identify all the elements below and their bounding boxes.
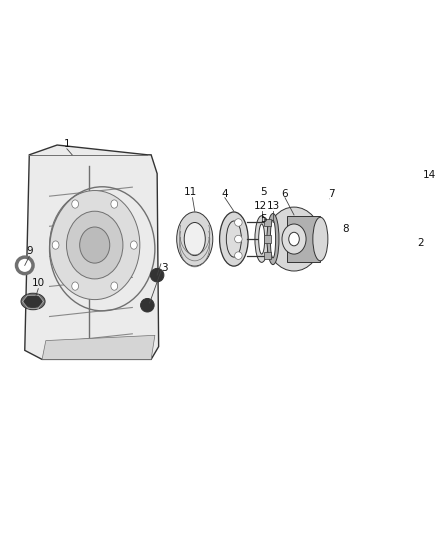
Bar (399, 298, 405, 305)
Ellipse shape (347, 247, 353, 259)
Ellipse shape (49, 190, 140, 300)
Bar (386, 175, 392, 182)
Text: 12: 12 (254, 201, 267, 211)
Text: 9: 9 (26, 246, 32, 256)
Ellipse shape (67, 211, 123, 279)
Bar (386, 232, 392, 239)
Bar (386, 288, 392, 295)
Bar (264, 252, 271, 260)
Ellipse shape (343, 241, 357, 264)
Ellipse shape (111, 282, 118, 290)
Ellipse shape (111, 200, 118, 208)
Circle shape (235, 252, 242, 260)
Text: 14: 14 (423, 170, 436, 180)
Ellipse shape (289, 232, 299, 246)
Ellipse shape (52, 241, 59, 249)
Bar (264, 235, 271, 243)
Bar (427, 223, 433, 230)
Ellipse shape (282, 224, 306, 254)
Bar (427, 261, 433, 267)
Circle shape (235, 219, 242, 227)
Text: 11: 11 (184, 188, 197, 197)
Ellipse shape (72, 282, 78, 290)
Ellipse shape (226, 221, 241, 257)
Bar (357, 232, 363, 239)
Text: 3: 3 (161, 263, 168, 272)
Ellipse shape (331, 227, 340, 263)
Bar (399, 185, 405, 192)
Ellipse shape (72, 200, 78, 208)
Text: 5: 5 (261, 214, 267, 224)
Ellipse shape (21, 293, 45, 310)
Ellipse shape (270, 220, 276, 258)
Text: 5: 5 (261, 188, 267, 197)
Ellipse shape (177, 212, 213, 266)
Text: 4: 4 (222, 189, 228, 199)
Ellipse shape (259, 224, 265, 254)
Ellipse shape (255, 216, 268, 262)
Bar (399, 261, 405, 267)
Bar (427, 279, 433, 286)
Ellipse shape (267, 207, 321, 271)
Ellipse shape (219, 212, 248, 266)
Polygon shape (42, 335, 155, 359)
Text: 6: 6 (282, 189, 288, 199)
Bar (357, 195, 363, 201)
Bar (264, 219, 271, 227)
Circle shape (150, 269, 164, 282)
Bar (427, 185, 433, 192)
Text: 8: 8 (342, 224, 349, 235)
Ellipse shape (313, 217, 328, 261)
Text: 13: 13 (266, 201, 279, 211)
Text: 10: 10 (32, 278, 45, 288)
Bar (399, 279, 405, 286)
Bar (386, 270, 392, 276)
Bar (386, 307, 392, 314)
Ellipse shape (80, 227, 110, 263)
Bar (427, 241, 433, 248)
Text: 2: 2 (417, 238, 424, 248)
Bar (357, 288, 363, 295)
Ellipse shape (131, 241, 137, 249)
Bar (399, 204, 405, 211)
Ellipse shape (24, 295, 42, 308)
Bar (357, 213, 363, 220)
Bar (357, 175, 363, 182)
Bar (357, 307, 363, 314)
Bar (399, 241, 405, 248)
Ellipse shape (333, 235, 337, 256)
Ellipse shape (184, 222, 205, 256)
Circle shape (235, 235, 242, 243)
Bar (399, 223, 405, 230)
Bar (427, 298, 433, 305)
Bar (357, 270, 363, 276)
Bar (357, 251, 363, 257)
Bar (386, 195, 392, 201)
Text: 7: 7 (328, 189, 335, 199)
Circle shape (141, 298, 154, 312)
Ellipse shape (267, 214, 279, 264)
Circle shape (17, 257, 33, 273)
Bar (427, 204, 433, 211)
Polygon shape (25, 145, 159, 359)
Text: 1: 1 (64, 139, 70, 149)
Bar (286, 216, 320, 262)
Bar (386, 251, 392, 257)
Bar (386, 213, 392, 220)
